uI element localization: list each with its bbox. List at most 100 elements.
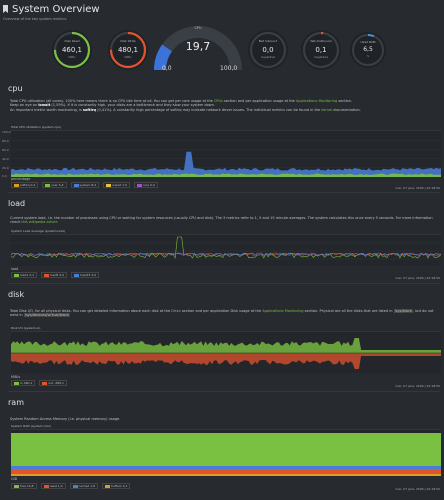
load-chart-title: System Load Average (system.load) [11, 229, 66, 233]
legend-value: 5,4 [58, 183, 64, 187]
legend-cached[interactable]: cached 1,8 [69, 483, 99, 489]
legend-nice[interactable]: nice 0,0 [133, 182, 158, 188]
gauge-disk-read[interactable]: Disk Read 460,1 MiB/s [52, 30, 92, 70]
softirq-label: softirq [82, 107, 97, 112]
cpu-y-axis: 100,0 80,0 60,0 40,0 20,0 0,0 [1, 130, 11, 178]
legend-swatch [73, 183, 79, 187]
ram-description: System Random Access Memory (i.e. physic… [10, 417, 438, 421]
legend-name: used [49, 484, 57, 488]
legend-in[interactable]: in 460,1 [11, 380, 36, 386]
ram-chart[interactable] [11, 429, 441, 476]
ram-text: System Random Access Memory (i.e. physic… [10, 417, 121, 421]
gauge-label: Disk Read [64, 39, 80, 43]
cpu-chart[interactable] [11, 130, 441, 177]
cpu-text: Total CPU utilization (all cores). 100% … [10, 99, 213, 103]
legend-used[interactable]: used 1,0 [40, 483, 66, 489]
legend-name: iowait [112, 183, 122, 187]
disk-timestamp: mer. 07 janv. 2026 | 22:18:50 [395, 384, 440, 388]
legend-softirq[interactable]: softirq 0,4 [11, 182, 39, 188]
gauge-unit: MiB/s [124, 56, 132, 59]
gauge-cpu[interactable]: CPU 19,7 0,0 100,0 [150, 22, 246, 74]
load-chart-plot [10, 236, 442, 260]
disk-chart-title: Disk I/O (system.io) [11, 326, 41, 330]
legend-load15[interactable]: load15 2,0 [71, 272, 100, 278]
series-used-area [11, 469, 441, 476]
disk-description: Total Disk I/O, for all physical disks. … [10, 309, 438, 318]
section-title-ram: ram [8, 398, 24, 407]
disk-text: , but do not exist in [10, 309, 434, 318]
series-user-area [11, 173, 441, 177]
gauge-value: 460,1 [61, 46, 83, 54]
legend-out[interactable]: out -480,1 [39, 380, 67, 386]
legend-load5[interactable]: load5 2,0 [41, 272, 68, 278]
apps-monitoring-link[interactable]: Applications Monitoring [262, 309, 304, 313]
legend-value: 1,8 [90, 484, 96, 488]
disk-chart[interactable] [11, 331, 441, 373]
code-sys-virtual: /sys/devices/virtual/block [23, 313, 70, 318]
legend-value: 0,4 [30, 183, 36, 187]
load-text: Current system load, i.e. the number of … [10, 216, 433, 225]
legend-load1[interactable]: load1 2,1 [11, 272, 38, 278]
apps-monitoring-link[interactable]: Applications Monitoring [295, 99, 338, 103]
cpu-legend: softirq 0,4 user 5,4 system 8,4 iowait 1… [11, 182, 158, 188]
cpus-link[interactable]: CPUs [213, 99, 223, 103]
ram-unit: GiB [11, 477, 17, 481]
cpu-text: Keep an eye on [10, 103, 38, 108]
page-subtitle: Overview of the key system metrics. [3, 17, 68, 21]
load-description: Current system load, i.e. the number of … [10, 216, 438, 225]
legend-name: out [48, 381, 54, 385]
legend-swatch [106, 183, 112, 187]
gauge-net-inbound[interactable]: Net Inbound 0,0 megabits/s [248, 30, 288, 70]
series-load15-line [10, 252, 442, 256]
cpu-text: (0,41%). A constantly high percentage of… [97, 107, 321, 112]
legend-name: system [79, 183, 91, 187]
legend-swatch [14, 381, 19, 385]
load-chart[interactable] [10, 234, 442, 266]
legend-swatch [14, 183, 19, 187]
cpu-text: (1,59%). If it is constantly high, your … [51, 103, 215, 108]
legend-free[interactable]: free 14,8 [11, 483, 37, 489]
iowait-label: iowait [38, 103, 51, 108]
gauge-net-outbound[interactable]: Net Outbound 0,1 megabits/s [301, 30, 341, 70]
legend-name: buffers [111, 484, 122, 488]
legend-buffers[interactable]: buffers 0,1 [102, 483, 131, 489]
disks-link[interactable]: Disks [171, 309, 181, 313]
legend-swatch [14, 273, 19, 277]
gauge-used-ram[interactable]: Used RAM 6,5 % [350, 32, 386, 68]
legend-system[interactable]: system 8,4 [70, 182, 100, 188]
cpu-timestamp: mer. 07 janv. 2026 | 22:18:50 [395, 186, 440, 190]
legend-iowait[interactable]: iowait 1,5 [103, 182, 130, 188]
kernel-link[interactable]: kernel [321, 107, 333, 112]
section-title-disk: disk [8, 290, 25, 299]
y-tick: 60,0 [2, 148, 9, 152]
gauge-value: 0,1 [315, 46, 327, 54]
gauge-ring [352, 34, 384, 66]
page-header: System Overview [3, 3, 100, 15]
legend-swatch [45, 183, 51, 187]
legend-name: load1 [20, 273, 29, 277]
legend-value: 8,4 [91, 183, 97, 187]
legend-name: load15 [80, 273, 91, 277]
disk-text: Total Disk I/O, for all physical disks. … [10, 309, 171, 313]
legend-name: softirq [20, 183, 30, 187]
series-in-area [11, 338, 441, 353]
gauge-disk-write[interactable]: Disk Write 480,1 MiB/s [108, 30, 148, 70]
legend-swatch [136, 183, 142, 187]
legend-name: user [51, 183, 58, 187]
legend-swatch [72, 484, 78, 488]
ram-chart-plot [11, 433, 441, 476]
cpu-unit: percentage [11, 177, 31, 181]
legend-name: cached [78, 484, 90, 488]
legend-user[interactable]: user 5,4 [42, 182, 67, 188]
page-title: System Overview [12, 3, 100, 15]
gauge-value: 480,1 [117, 46, 139, 54]
legend-name: free [20, 484, 26, 488]
disk-chart-plot [11, 338, 441, 369]
gauge-unit: megabits/s [260, 56, 276, 59]
divider [8, 391, 440, 392]
legend-value: 1,5 [122, 183, 127, 187]
ram-chart-title: System RAM (system.ram) [11, 424, 51, 428]
wikipedia-link[interactable]: this wikipedia article [21, 220, 58, 225]
legend-swatch [42, 381, 48, 385]
load-legend: load1 2,1 load5 2,0 load15 2,0 [11, 272, 100, 278]
